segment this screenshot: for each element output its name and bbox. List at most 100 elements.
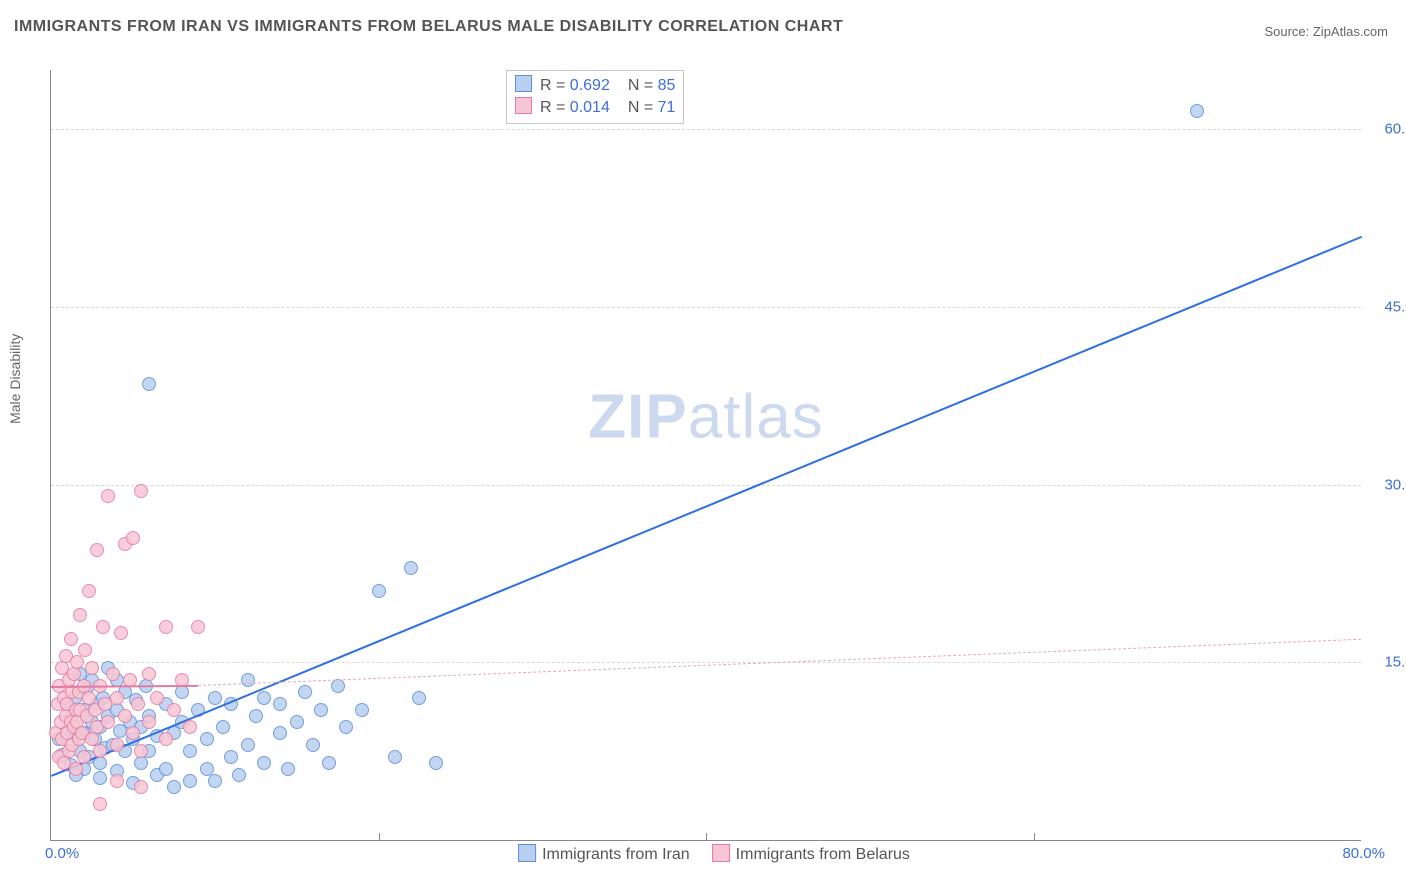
data-point-iran — [257, 756, 271, 770]
plot-area: ZIPatlas R = 0.692N = 85R = 0.014N = 71 … — [50, 70, 1361, 841]
chart-title: IMMIGRANTS FROM IRAN VS IMMIGRANTS FROM … — [14, 18, 843, 36]
legend-swatch — [712, 844, 730, 862]
data-point-belarus — [110, 691, 124, 705]
regression-line — [51, 236, 1362, 777]
data-point-iran — [224, 750, 238, 764]
data-point-iran — [241, 738, 255, 752]
data-point-iran — [273, 697, 287, 711]
data-point-belarus — [131, 697, 145, 711]
legend-swatch — [518, 844, 536, 862]
stats-box: R = 0.692 N = 85 R = 0.014 N = 71 — [506, 70, 684, 124]
data-point-belarus — [78, 643, 92, 657]
data-point-iran — [290, 715, 304, 729]
stats-row-belarus: R = 0.014 N = 71 — [515, 97, 675, 119]
data-point-belarus — [134, 780, 148, 794]
data-point-iran — [281, 762, 295, 776]
data-point-iran — [355, 703, 369, 717]
watermark-bold: ZIP — [588, 382, 687, 451]
stats-R-value: 0.692 — [570, 77, 610, 94]
data-point-iran — [322, 756, 336, 770]
data-point-iran — [208, 691, 222, 705]
data-point-belarus — [114, 626, 128, 640]
data-point-iran — [142, 377, 156, 391]
data-point-iran — [216, 720, 230, 734]
x-axis-min-label: 0.0% — [45, 845, 79, 862]
data-point-belarus — [159, 732, 173, 746]
source-prefix: Source: — [1264, 24, 1312, 39]
stats-N-value: 71 — [658, 99, 676, 116]
stats-row-iran: R = 0.692N = 85 — [515, 75, 675, 97]
data-point-belarus — [69, 762, 83, 776]
data-point-iran — [412, 691, 426, 705]
x-tick — [1034, 833, 1035, 841]
data-point-iran — [388, 750, 402, 764]
data-point-iran — [208, 774, 222, 788]
stats-N-label: N = — [628, 77, 658, 94]
data-point-belarus — [90, 543, 104, 557]
gridline-y — [51, 485, 1361, 486]
gridline-y — [51, 662, 1361, 663]
data-point-iran — [159, 762, 173, 776]
data-point-belarus — [93, 797, 107, 811]
watermark: ZIPatlas — [588, 381, 823, 452]
data-point-iran — [429, 756, 443, 770]
legend-item-iran: Immigrants from Iran — [496, 846, 690, 863]
data-point-belarus — [101, 715, 115, 729]
data-point-iran — [314, 703, 328, 717]
data-point-belarus — [64, 632, 78, 646]
y-tick-label: 15.0% — [1384, 654, 1406, 671]
data-point-belarus — [82, 584, 96, 598]
source-link[interactable]: ZipAtlas.com — [1313, 24, 1388, 39]
data-point-belarus — [167, 703, 181, 717]
data-point-belarus — [85, 661, 99, 675]
data-point-iran — [339, 720, 353, 734]
data-point-iran — [167, 780, 181, 794]
data-point-belarus — [134, 484, 148, 498]
data-point-iran — [249, 709, 263, 723]
data-point-iran — [183, 744, 197, 758]
data-point-iran — [175, 685, 189, 699]
y-tick-label: 30.0% — [1384, 476, 1406, 493]
data-point-belarus — [118, 709, 132, 723]
data-point-belarus — [126, 531, 140, 545]
stats-swatch — [515, 75, 532, 92]
x-tick — [706, 833, 707, 841]
data-point-belarus — [191, 620, 205, 634]
data-point-belarus — [77, 750, 91, 764]
legend-label: Immigrants from Belarus — [736, 846, 910, 863]
y-axis-label: Male Disability — [7, 334, 23, 424]
legend: Immigrants from Iran Immigrants from Bela… — [496, 844, 910, 864]
data-point-iran — [241, 673, 255, 687]
source-label: Source: ZipAtlas.com — [1264, 24, 1388, 39]
data-point-iran — [93, 771, 107, 785]
data-point-belarus — [159, 620, 173, 634]
data-point-iran — [257, 691, 271, 705]
data-point-iran — [1190, 104, 1204, 118]
stats-swatch — [515, 97, 532, 114]
data-point-iran — [232, 768, 246, 782]
data-point-iran — [306, 738, 320, 752]
gridline-y — [51, 129, 1361, 130]
legend-item-belarus: Immigrants from Belarus — [690, 846, 910, 863]
stats-R-label: R = — [540, 99, 570, 116]
x-tick — [379, 833, 380, 841]
y-tick-label: 60.0% — [1384, 121, 1406, 138]
data-point-belarus — [73, 608, 87, 622]
watermark-rest: atlas — [688, 382, 824, 451]
data-point-belarus — [67, 667, 81, 681]
data-point-iran — [183, 774, 197, 788]
data-point-iran — [372, 584, 386, 598]
data-point-iran — [404, 561, 418, 575]
stats-N-label: N = — [628, 99, 658, 116]
data-point-belarus — [110, 774, 124, 788]
data-point-belarus — [96, 620, 110, 634]
data-point-belarus — [110, 738, 124, 752]
legend-label: Immigrants from Iran — [542, 846, 690, 863]
data-point-belarus — [142, 667, 156, 681]
data-point-iran — [134, 756, 148, 770]
stats-N-value: 85 — [658, 77, 676, 94]
stats-R-value: 0.014 — [570, 99, 610, 116]
data-point-iran — [200, 732, 214, 746]
gridline-y — [51, 307, 1361, 308]
x-axis-max-label: 80.0% — [1342, 845, 1385, 862]
